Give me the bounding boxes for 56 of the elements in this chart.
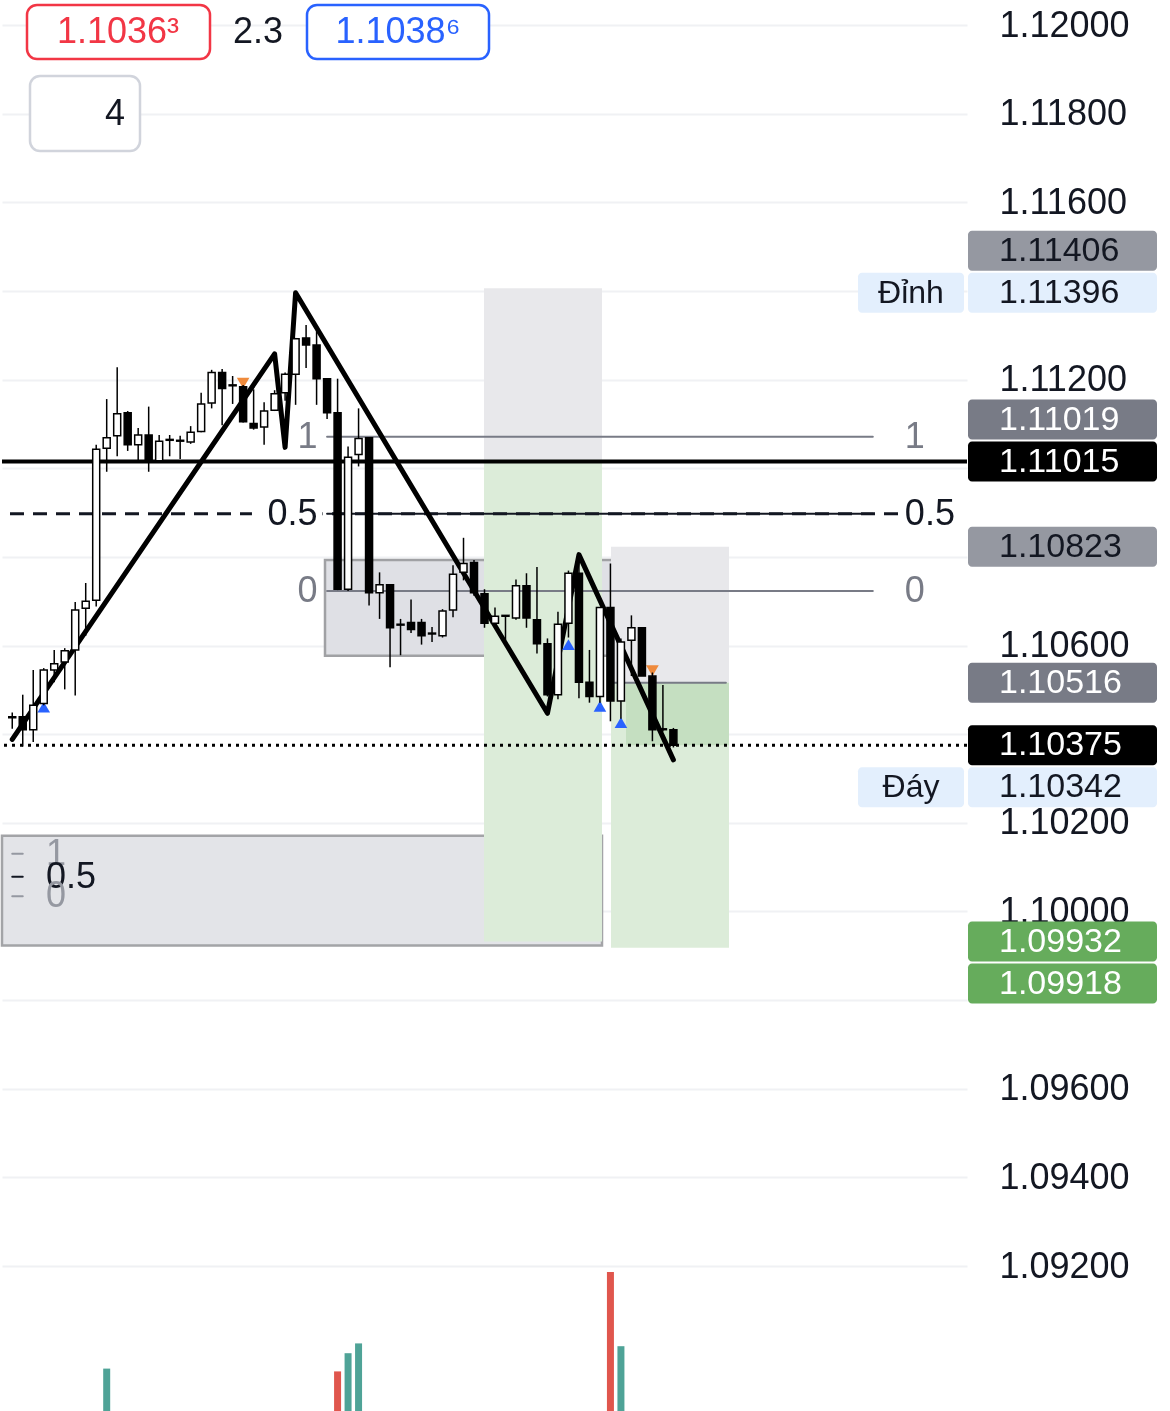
text: 1.11406 bbox=[999, 229, 1120, 268]
bar bbox=[334, 1371, 342, 1411]
y-tick-label: 1.11800 bbox=[999, 92, 1127, 134]
point bbox=[614, 717, 628, 729]
text: 1.10823 bbox=[999, 525, 1122, 564]
text: 1.09918 bbox=[999, 962, 1122, 1001]
candlestick bbox=[501, 614, 510, 641]
candlestick bbox=[60, 647, 69, 691]
y-tick-label: 1.11200 bbox=[999, 358, 1127, 400]
bar bbox=[103, 1368, 111, 1411]
candlestick bbox=[585, 649, 594, 704]
ref-line-label: 1.10375 bbox=[999, 724, 1122, 763]
y-tick-label: 1.09400 bbox=[999, 1155, 1130, 1197]
annotation: 1.1036³ bbox=[56, 10, 180, 51]
candlestick bbox=[259, 401, 269, 446]
candlestick bbox=[165, 434, 174, 457]
candlestick bbox=[459, 537, 468, 582]
candlestick bbox=[49, 649, 59, 684]
text: 1.11396 bbox=[999, 271, 1120, 310]
candlestick bbox=[81, 582, 90, 637]
series-label: 0 bbox=[297, 568, 318, 610]
candlestick bbox=[627, 614, 636, 677]
candlestick bbox=[375, 571, 384, 620]
candlestick bbox=[301, 324, 311, 369]
candlestick bbox=[417, 618, 426, 646]
bar bbox=[606, 1272, 614, 1411]
annotation: 4 bbox=[104, 92, 126, 133]
text: 1.11019 bbox=[999, 398, 1120, 437]
candlestick bbox=[112, 366, 122, 457]
point bbox=[562, 639, 575, 651]
text: 1 bbox=[904, 414, 925, 456]
series-label: 0.5 bbox=[267, 491, 318, 533]
ref-line-label: 1.11015 bbox=[999, 440, 1120, 479]
candlestick bbox=[427, 626, 437, 643]
bar bbox=[355, 1343, 363, 1411]
annotation: Đáy bbox=[882, 768, 940, 805]
bar bbox=[617, 1346, 625, 1411]
text: 0 bbox=[904, 568, 925, 610]
annotation: Đỉnh bbox=[878, 273, 944, 310]
candlestick bbox=[217, 368, 227, 426]
series-label: 1 bbox=[297, 414, 318, 456]
point bbox=[593, 700, 607, 712]
candlestick bbox=[532, 566, 542, 655]
candlestick bbox=[280, 371, 290, 402]
y-tick-label: 1.09600 bbox=[999, 1067, 1130, 1109]
candlestick bbox=[249, 388, 258, 431]
annotation: 2.3 bbox=[232, 10, 284, 51]
y-tick-label: 1.09200 bbox=[999, 1244, 1130, 1286]
bar bbox=[344, 1353, 352, 1411]
candlestick bbox=[228, 375, 237, 405]
candlestick bbox=[396, 618, 405, 656]
y-tick-label: 1.12000 bbox=[999, 3, 1130, 45]
candlestick bbox=[406, 598, 416, 634]
annotation: 1.1038⁶ bbox=[335, 10, 461, 51]
text: 0.5 bbox=[904, 491, 955, 533]
y-tick-label: 1.11600 bbox=[999, 180, 1127, 222]
